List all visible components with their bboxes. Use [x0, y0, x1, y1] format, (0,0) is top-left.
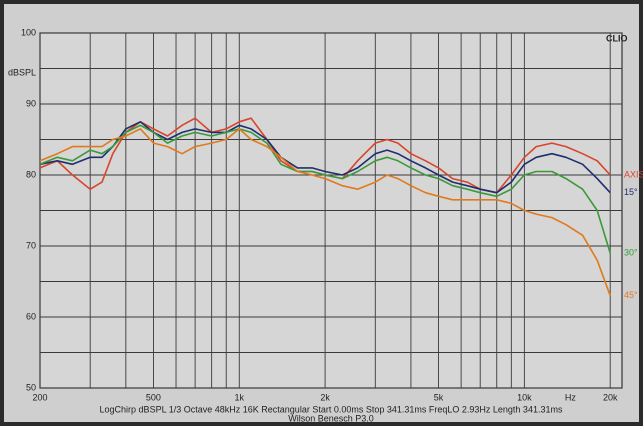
- x-tick-label: 10k: [517, 392, 532, 402]
- x-tick-label: 200: [32, 392, 47, 402]
- legend-label: AXIS: [624, 169, 643, 179]
- x-tick-label: 20k: [603, 392, 618, 402]
- legend-label: 15°: [624, 187, 638, 197]
- y-tick-label: 70: [26, 240, 36, 250]
- y-tick-label: 50: [26, 382, 36, 392]
- series-line: [39, 124, 611, 254]
- x-tick-label: 2k: [320, 392, 330, 402]
- x-tick-label: 500: [146, 392, 161, 402]
- series-line: [39, 128, 611, 296]
- x-axis-label: Hz: [565, 392, 576, 402]
- footer: LogChirp dBSPL 1/3 Octave 48kHz 16K Rect…: [100, 404, 563, 414]
- series-line: [39, 121, 611, 194]
- y-axis-label: dBSPL: [8, 67, 36, 77]
- legend-label: 30°: [624, 247, 638, 257]
- x-tick-label: 1k: [235, 392, 245, 402]
- caption: Wilson Benesch P3.0: [288, 413, 374, 423]
- y-tick-label: 100: [21, 27, 36, 37]
- legend-label: 45°: [624, 290, 638, 300]
- y-tick-label: 90: [26, 98, 36, 108]
- y-tick-label: 60: [26, 311, 36, 321]
- y-tick-label: 80: [26, 169, 36, 179]
- logo: CLIO: [606, 33, 628, 43]
- x-tick-label: 5k: [434, 392, 444, 402]
